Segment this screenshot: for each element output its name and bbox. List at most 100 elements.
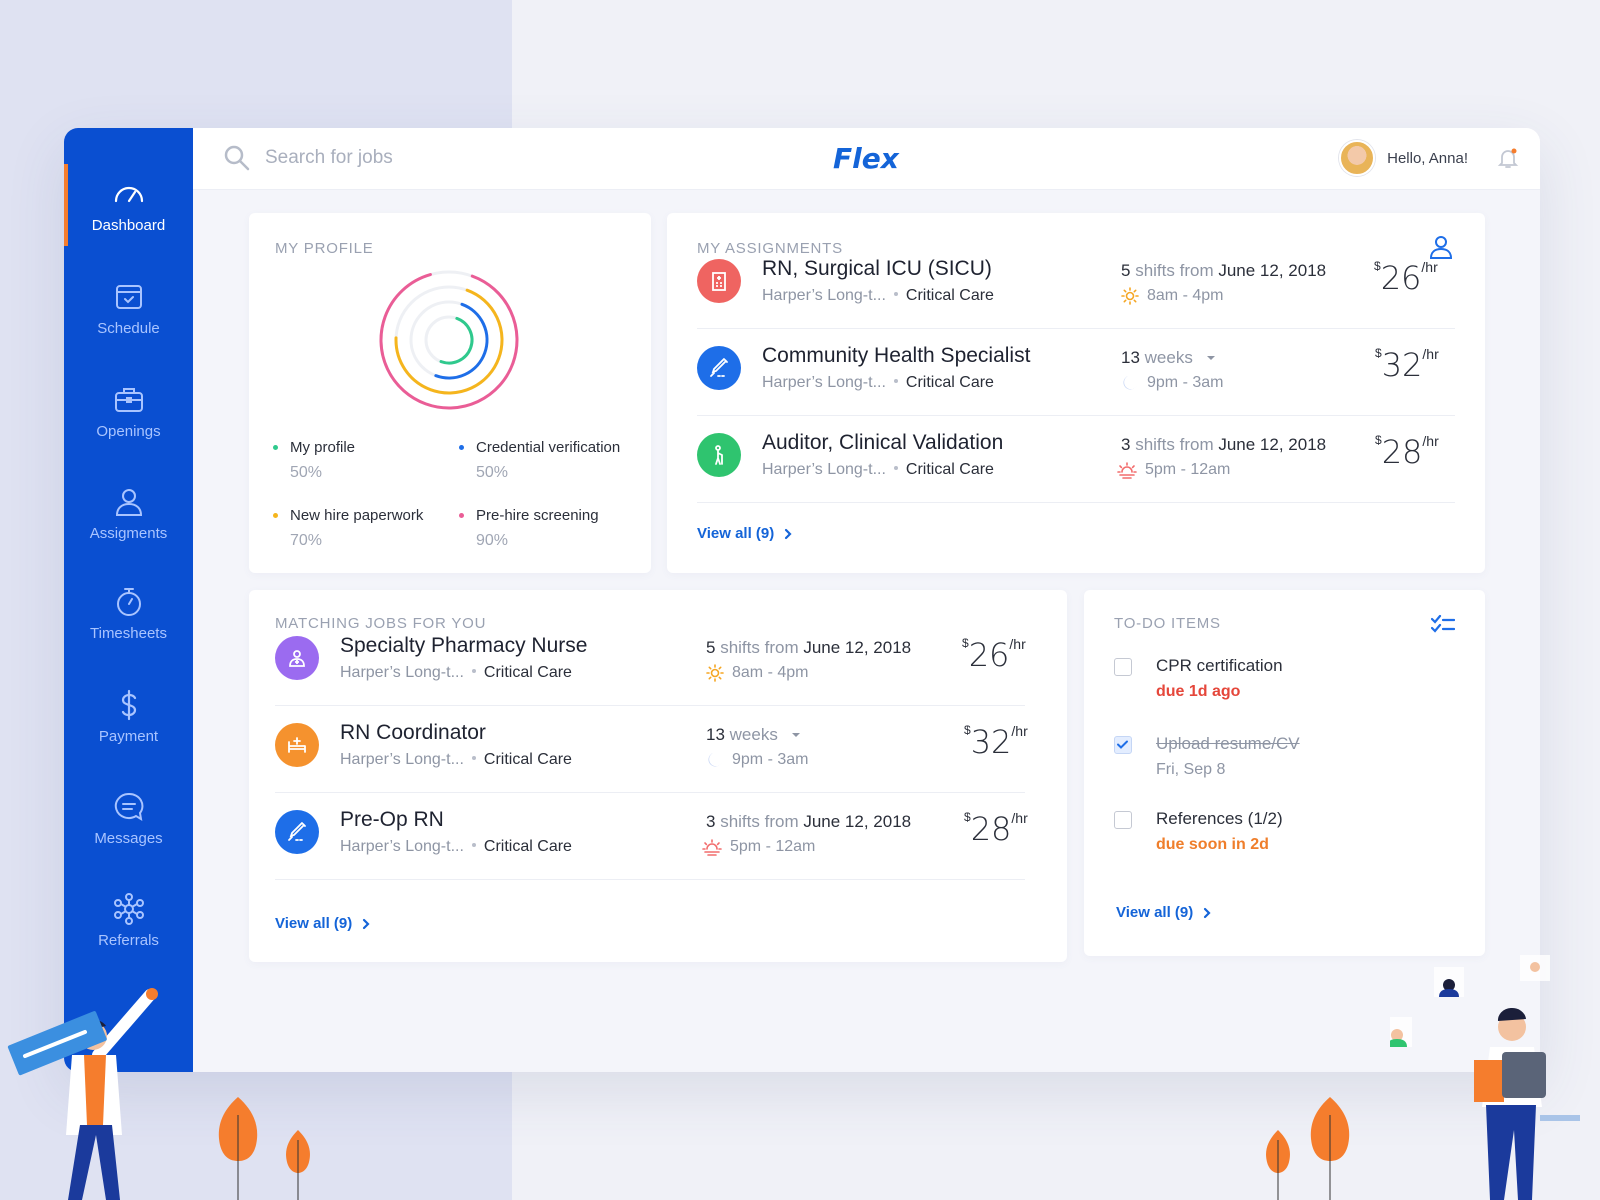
hourly-rate: $28/hr [964, 810, 1028, 848]
caret-down-icon[interactable] [791, 730, 801, 740]
sun-icon [1121, 287, 1139, 305]
legend-item-new-hire-paperwork: New hire paperwork 70% [273, 507, 423, 550]
sunset-icon [1117, 462, 1137, 479]
sidebar-item-messages[interactable]: Messages [64, 773, 193, 863]
checklist-icon[interactable] [1431, 614, 1455, 634]
facility-name: Harper’s Long-t... [340, 664, 464, 681]
app-window: Dashboard Schedule Openings Assigments T… [64, 128, 1540, 1072]
checkmark-icon [1117, 740, 1128, 749]
sidebar-item-label: Schedule [97, 319, 160, 337]
sunset-icon [702, 839, 722, 856]
assignment-row[interactable]: Community Health Specialist Harper’s Lon… [697, 330, 1455, 416]
view-all-label: View all (9) [1116, 904, 1194, 921]
hourly-rate: $32/hr [1375, 346, 1439, 384]
rate-unit: /hr [1422, 346, 1439, 362]
sidebar-item-assignments[interactable]: Assigments [64, 468, 193, 558]
department: Critical Care [483, 664, 572, 681]
sidebar-item-label: Messages [94, 829, 163, 847]
syringe-icon [275, 810, 319, 854]
chevron-right-icon [785, 528, 792, 539]
greeting-text: Hello, Anna! [1387, 149, 1468, 167]
sidebar-item-timesheets[interactable]: Timesheets [64, 568, 193, 658]
rate-unit: /hr [1009, 636, 1026, 652]
facility-name: Harper’s Long-t... [762, 287, 886, 304]
job-title[interactable]: Pre-Op RN [340, 808, 444, 831]
job-title[interactable]: RN Coordinator [340, 721, 486, 744]
legend-label: Credential verification [476, 439, 621, 456]
chevron-right-icon [363, 918, 370, 929]
sidebar-item-payment[interactable]: Payment [64, 671, 193, 761]
legend-label: My profile [290, 439, 356, 456]
job-row[interactable]: RN Coordinator Harper’s Long-t... Critica… [275, 707, 1028, 793]
job-title[interactable]: Auditor, Clinical Validation [762, 431, 1004, 454]
sidebar-item-referrals[interactable]: Referrals [64, 875, 193, 965]
elderly-icon [697, 433, 741, 477]
todo-checkbox[interactable] [1114, 811, 1132, 829]
sidebar-item-label: Openings [96, 422, 161, 440]
search-icon [224, 145, 250, 171]
legend-item-pre-hire-screening: Pre-hire screening 90% [459, 507, 599, 550]
caret-down-icon[interactable] [1206, 353, 1216, 363]
sidebar-item-schedule[interactable]: Schedule [64, 263, 193, 353]
moon-icon [708, 753, 722, 767]
syringe-icon [697, 346, 741, 390]
search-box[interactable] [223, 144, 525, 172]
start-date: June 12, 2018 [803, 638, 912, 657]
matching-jobs-card: MATCHING JOBS FOR YOU Specialty Pharmacy… [249, 590, 1067, 962]
legend-value: 70% [290, 532, 323, 549]
assignment-row[interactable]: RN, Surgical ICU (SICU) Harper’s Long-t.… [697, 243, 1455, 329]
shift-count: 5 [1121, 261, 1131, 280]
legend-label: Pre-hire screening [476, 507, 599, 524]
view-all-label: View all (9) [275, 915, 353, 932]
view-all-assignments-link[interactable]: View all (9) [697, 525, 792, 542]
job-facility: Harper’s Long-t... Critical Care [762, 374, 994, 392]
facility-name: Harper’s Long-t... [762, 461, 886, 478]
shift-time: 8am - 4pm [1121, 287, 1223, 305]
view-all-todo-link[interactable]: View all (9) [1116, 904, 1211, 921]
job-title[interactable]: Specialty Pharmacy Nurse [340, 634, 588, 657]
legend-dot [459, 513, 464, 518]
user-menu[interactable]: Hello, Anna! [1339, 140, 1468, 176]
search-input[interactable] [265, 147, 525, 169]
tree-illustration [1266, 1097, 1350, 1200]
job-row[interactable]: Pre-Op RN Harper’s Long-t... Critical Car… [275, 794, 1028, 880]
shift-time: 9pm - 3am [706, 751, 808, 769]
department: Critical Care [483, 751, 572, 768]
card-title: MY ASSIGNMENTS [697, 240, 843, 257]
todo-checkbox[interactable] [1114, 658, 1132, 676]
job-title[interactable]: Community Health Specialist [762, 344, 1031, 367]
shift-time: 5pm - 12am [702, 838, 815, 856]
shift-time: 9pm - 3am [1121, 374, 1223, 392]
job-schedule[interactable]: 13 weeks [706, 725, 801, 745]
currency-symbol: $ [964, 723, 971, 737]
time-range: 8am - 4pm [732, 664, 809, 681]
doctor-illustration [7, 988, 158, 1200]
legend-dot [459, 445, 464, 450]
shift-count-text: shifts from [1135, 261, 1214, 280]
job-row[interactable]: Specialty Pharmacy Nurse Harper’s Long-t… [275, 620, 1026, 706]
moon-icon [1123, 376, 1137, 390]
sidebar-item-label: Referrals [98, 931, 159, 949]
assignment-row[interactable]: Auditor, Clinical Validation Harper’s Lo… [697, 417, 1455, 503]
job-facility: Harper’s Long-t... Critical Care [340, 664, 572, 682]
shift-count-text: shifts from [1135, 435, 1214, 454]
todo-checkbox[interactable] [1114, 736, 1132, 754]
assignments-card: MY ASSIGNMENTS RN, Surgical ICU (SICU) H… [667, 213, 1485, 573]
dollar-icon [121, 689, 136, 720]
person-outline-icon[interactable] [1427, 233, 1455, 261]
ring-pre-hire-screening [379, 270, 519, 410]
time-range: 5pm - 12am [730, 838, 816, 855]
time-range: 9pm - 3am [1147, 374, 1224, 391]
bell-icon[interactable] [1496, 146, 1520, 170]
sidebar-item-openings[interactable]: Openings [64, 366, 193, 456]
view-all-jobs-link[interactable]: View all (9) [275, 915, 370, 932]
job-schedule: 5 shifts from June 12, 2018 [1121, 261, 1326, 281]
sidebar: Dashboard Schedule Openings Assigments T… [64, 128, 193, 1072]
calendar-icon [115, 284, 142, 309]
department: Critical Care [905, 287, 994, 304]
job-schedule: 5 shifts from June 12, 2018 [706, 638, 911, 658]
avatar[interactable] [1339, 140, 1376, 176]
sidebar-item-dashboard[interactable]: Dashboard [64, 160, 193, 250]
job-schedule[interactable]: 13 weeks [1121, 348, 1216, 368]
job-title[interactable]: RN, Surgical ICU (SICU) [762, 257, 992, 280]
